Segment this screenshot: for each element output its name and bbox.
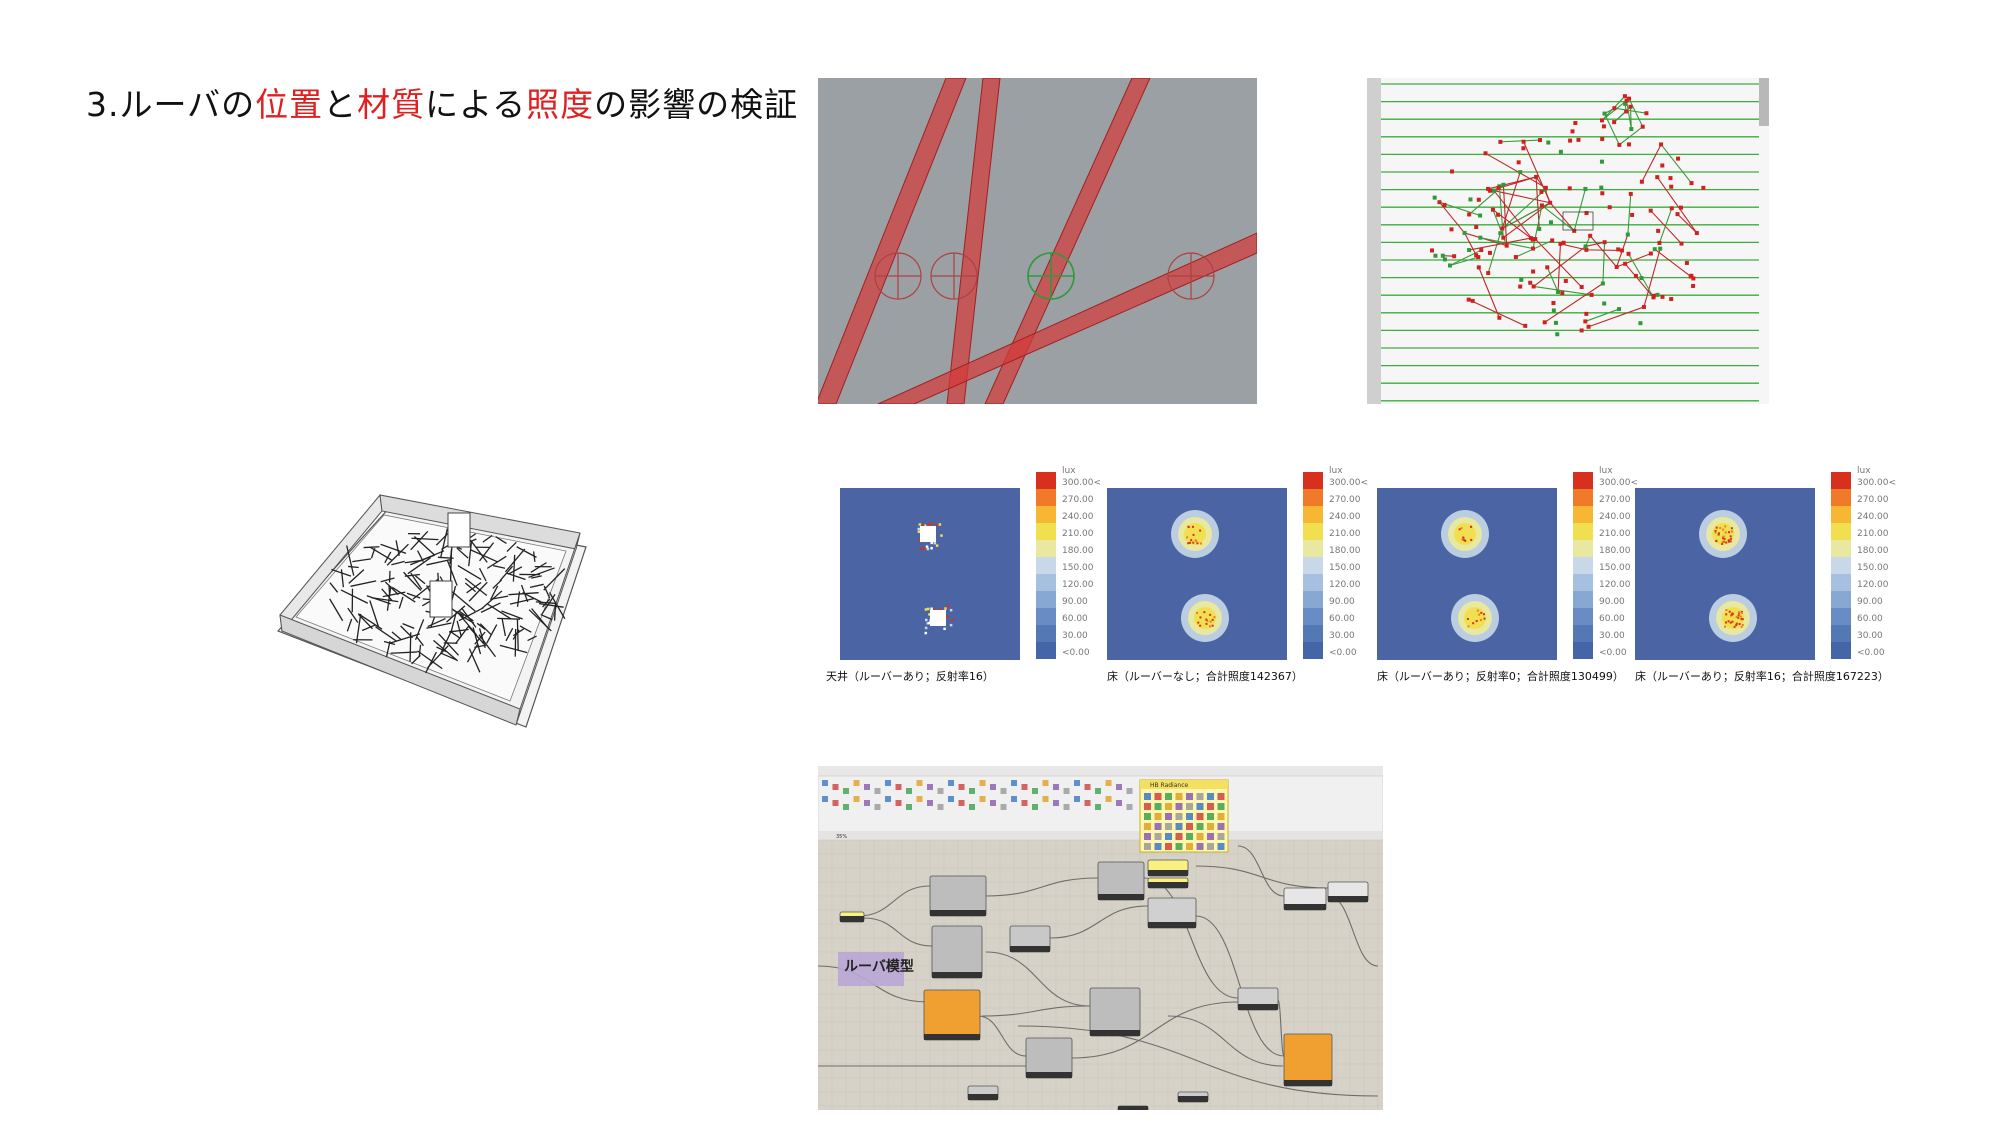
title-word-position: 位置	[255, 85, 324, 124]
popup-title: HB Radiance	[1150, 782, 1189, 789]
heatmap-2	[1107, 488, 1287, 660]
legend-tick: 210.00	[1329, 529, 1361, 539]
legend-tick: 180.00	[1329, 546, 1361, 556]
legend-tick: 240.00	[1599, 512, 1631, 522]
legend-tick: 60.00	[1599, 614, 1625, 624]
legend-tick: 300.00<	[1599, 478, 1639, 488]
legend-tick: 180.00	[1599, 546, 1631, 556]
title-prefix: 3.ルーバの	[86, 85, 256, 124]
heatmap-legend-2	[1303, 472, 1325, 662]
louver-3d-model	[270, 455, 600, 755]
heatmap-3	[1377, 488, 1557, 660]
heatmap-4	[1635, 488, 1815, 660]
heatmap-caption: 床（ルーバーあり；反射率16；合計照度167223）	[1635, 670, 1889, 683]
legend-unit: lux	[1857, 466, 1871, 476]
legend-tick: 150.00	[1857, 563, 1889, 573]
legend-tick: 90.00	[1599, 597, 1625, 607]
legend-unit: lux	[1329, 466, 1343, 476]
legend-tick: 150.00	[1062, 563, 1094, 573]
legend-tick: 30.00	[1062, 631, 1088, 641]
legend-tick: 150.00	[1329, 563, 1361, 573]
legend-unit: lux	[1062, 466, 1076, 476]
legend-tick: 270.00	[1329, 495, 1361, 505]
legend-tick: <0.00	[1329, 648, 1357, 658]
heatmap-caption: 床（ルーバーあり；反射率0；合計照度130499）	[1377, 670, 1624, 683]
zoom-level: 35%	[836, 834, 847, 840]
legend-tick: <0.00	[1599, 648, 1627, 658]
legend-tick: 210.00	[1599, 529, 1631, 539]
heatmap-1	[840, 488, 1020, 660]
grasshopper-canvas: HB Radiance ルーバ模型 35%	[818, 766, 1383, 1110]
legend-tick: 300.00<	[1062, 478, 1102, 488]
legend-tick: 210.00	[1857, 529, 1889, 539]
legend-tick: 120.00	[1857, 580, 1889, 590]
legend-tick: 270.00	[1599, 495, 1631, 505]
louver-position-view	[818, 78, 1257, 404]
legend-tick: 120.00	[1599, 580, 1631, 590]
heatmap-legend-1	[1036, 472, 1058, 662]
legend-tick: 270.00	[1062, 495, 1094, 505]
legend-tick: 300.00<	[1857, 478, 1897, 488]
legend-tick: 90.00	[1062, 597, 1088, 607]
legend-tick: 150.00	[1599, 563, 1631, 573]
title-conj-2: による	[425, 85, 527, 124]
legend-tick: 90.00	[1329, 597, 1355, 607]
louver-network-plan	[1367, 78, 1769, 404]
legend-tick: 30.00	[1329, 631, 1355, 641]
legend-tick: 300.00<	[1329, 478, 1369, 488]
group-label: ルーバ模型	[844, 958, 914, 975]
legend-tick: 120.00	[1062, 580, 1094, 590]
legend-tick: 60.00	[1857, 614, 1883, 624]
heatmap-caption: 天井（ルーバーあり；反射率16）	[826, 670, 994, 683]
slide-title: 3.ルーバの位置と材質による照度の影響の検証	[86, 78, 798, 126]
legend-tick: 210.00	[1062, 529, 1094, 539]
heatmap-legend-3	[1573, 472, 1595, 662]
title-suffix: の影響の検証	[594, 85, 799, 124]
hb-radiance-popup: HB Radiance	[1139, 779, 1229, 853]
legend-tick: 60.00	[1329, 614, 1355, 624]
legend-tick: 30.00	[1599, 631, 1625, 641]
title-word-material: 材質	[357, 85, 426, 124]
legend-tick: 180.00	[1062, 546, 1094, 556]
title-word-illuminance: 照度	[526, 85, 595, 124]
legend-tick: 30.00	[1857, 631, 1883, 641]
legend-tick: 240.00	[1062, 512, 1094, 522]
title-conj-1: と	[323, 85, 358, 124]
legend-tick: <0.00	[1857, 648, 1885, 658]
legend-tick: 240.00	[1857, 512, 1889, 522]
legend-tick: 90.00	[1857, 597, 1883, 607]
legend-tick: 270.00	[1857, 495, 1889, 505]
legend-tick: 120.00	[1329, 580, 1361, 590]
legend-tick: <0.00	[1062, 648, 1090, 658]
heatmap-legend-4	[1831, 472, 1853, 662]
legend-tick: 60.00	[1062, 614, 1088, 624]
legend-unit: lux	[1599, 466, 1613, 476]
legend-tick: 240.00	[1329, 512, 1361, 522]
heatmap-caption: 床（ルーバーなし；合計照度142367）	[1107, 670, 1303, 683]
legend-tick: 180.00	[1857, 546, 1889, 556]
